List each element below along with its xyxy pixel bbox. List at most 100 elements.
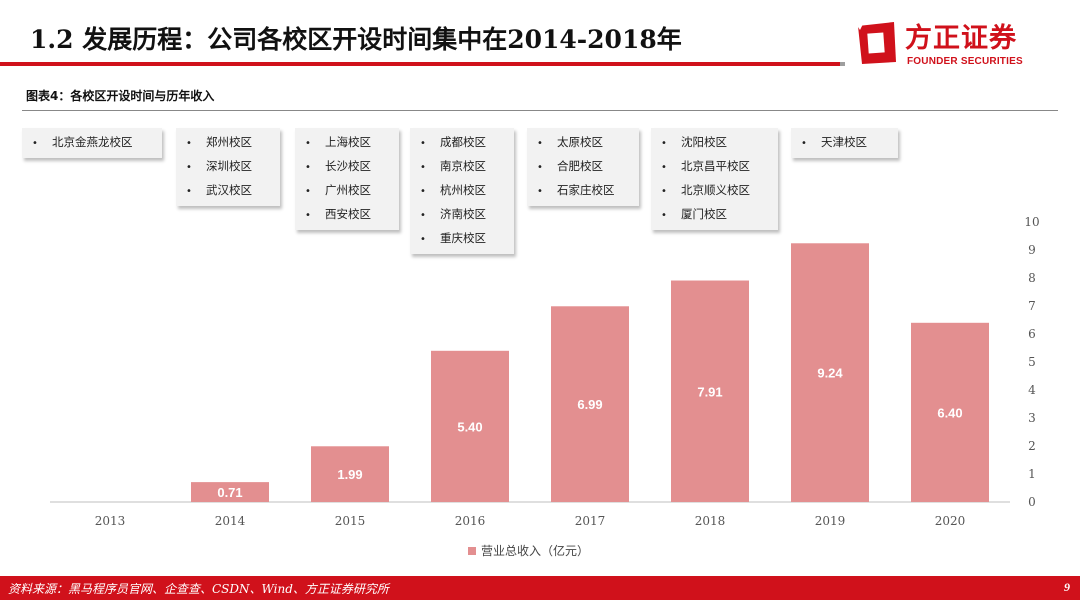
bullet-icon: •	[801, 138, 807, 149]
campus-name: 北京金燕龙校区	[52, 135, 133, 149]
campus-item: • 上海校区	[305, 131, 389, 155]
campus-item: • 合肥校区	[537, 155, 629, 179]
revenue-bar-2017	[551, 306, 629, 502]
bullet-icon: •	[420, 162, 426, 173]
x-tick-label: 2017	[575, 514, 606, 528]
legend-label: 营业总收入（亿元）	[481, 544, 590, 558]
campus-name: 广州校区	[325, 183, 371, 197]
campus-name: 成都校区	[440, 135, 486, 149]
revenue-bar-2019	[791, 243, 869, 502]
y-tick-label: 8	[1028, 271, 1036, 285]
bullet-icon: •	[661, 162, 667, 173]
campus-item: • 深圳校区	[186, 155, 270, 179]
campus-item: • 石家庄校区	[537, 179, 629, 203]
bullet-icon: •	[661, 210, 667, 221]
bullet-icon: •	[420, 234, 426, 245]
x-tick-label: 2018	[695, 514, 726, 528]
campus-item: • 北京金燕龙校区	[32, 131, 152, 155]
y-tick-label: 0	[1028, 495, 1036, 509]
x-tick-label: 2015	[335, 514, 366, 528]
founder-logo-icon	[852, 18, 896, 64]
y-tick-label: 2	[1028, 439, 1036, 453]
campus-box: • 成都校区 • 南京校区 • 杭州校区 • 济南校区 • 重庆校区	[410, 128, 514, 254]
bullet-icon: •	[305, 162, 311, 173]
y-tick-label: 9	[1028, 243, 1036, 257]
x-tick-label: 2020	[935, 514, 966, 528]
bullet-icon: •	[305, 138, 311, 149]
campus-name: 石家庄校区	[557, 183, 615, 197]
source-note: 资料来源：黑马程序员官网、企查查、CSDN、Wind、方正证券研究所	[8, 582, 389, 596]
campus-box: • 沈阳校区 • 北京昌平校区 • 北京顺义校区 • 厦门校区	[651, 128, 778, 230]
bullet-icon: •	[420, 210, 426, 221]
bullet-icon: •	[32, 138, 38, 149]
campus-name: 郑州校区	[206, 135, 252, 149]
campus-item: • 武汉校区	[186, 179, 270, 203]
brand-name-en: FOUNDER SECURITIES	[907, 56, 1023, 67]
footer-bar: 资料来源：黑马程序员官网、企查查、CSDN、Wind、方正证券研究所 9	[0, 576, 1080, 600]
y-tick-label: 4	[1028, 383, 1036, 397]
bullet-icon: •	[661, 138, 667, 149]
campus-name: 重庆校区	[440, 231, 486, 245]
header: 1.2 发展历程：公司各校区开设时间集中在2014-2018年 方正证券 FOU…	[0, 0, 1080, 70]
y-tick-label: 5	[1028, 355, 1036, 369]
campus-item: • 北京顺义校区	[661, 179, 768, 203]
campus-item: • 沈阳校区	[661, 131, 768, 155]
campus-box: • 郑州校区 • 深圳校区 • 武汉校区	[176, 128, 280, 206]
campus-item: • 南京校区	[420, 155, 504, 179]
x-tick-label: 2019	[815, 514, 846, 528]
revenue-bar-2016	[431, 350, 509, 502]
campus-item: • 重庆校区	[420, 227, 504, 251]
campus-item: • 长沙校区	[305, 155, 389, 179]
bullet-icon: •	[305, 186, 311, 197]
bullet-icon: •	[661, 186, 667, 197]
bullet-icon: •	[420, 138, 426, 149]
campus-name: 西安校区	[325, 207, 371, 221]
campus-box: • 上海校区 • 长沙校区 • 广州校区 • 西安校区	[295, 128, 399, 230]
bullet-icon: •	[537, 162, 543, 173]
bullet-icon: •	[305, 210, 311, 221]
campus-name: 厦门校区	[681, 207, 727, 221]
revenue-bar-2018	[671, 280, 749, 502]
data-label: 5.40	[457, 419, 482, 434]
bullet-icon: •	[420, 186, 426, 197]
title-rule	[0, 62, 840, 66]
revenue-bar-2015	[311, 446, 389, 502]
bullet-icon: •	[537, 186, 543, 197]
data-label: 6.99	[577, 397, 602, 412]
bullet-icon: •	[537, 138, 543, 149]
legend-swatch	[468, 546, 476, 555]
bullet-icon: •	[186, 162, 192, 173]
campus-box: • 北京金燕龙校区	[22, 128, 162, 158]
data-label: 9.24	[817, 366, 843, 381]
campus-item: • 济南校区	[420, 203, 504, 227]
campus-item: • 郑州校区	[186, 131, 270, 155]
data-label: 6.40	[937, 405, 962, 420]
campus-name: 合肥校区	[557, 159, 603, 173]
x-tick-label: 2013	[95, 514, 126, 528]
campus-name: 北京昌平校区	[681, 159, 750, 173]
campus-box: • 天津校区	[791, 128, 898, 158]
y-tick-label: 7	[1028, 299, 1036, 313]
revenue-bar-2014	[191, 482, 269, 502]
bullet-icon: •	[186, 186, 192, 197]
campus-name: 武汉校区	[206, 183, 252, 197]
x-tick-label: 2016	[455, 514, 486, 528]
campus-item: • 成都校区	[420, 131, 504, 155]
campus-item: • 北京昌平校区	[661, 155, 768, 179]
campus-name: 杭州校区	[440, 183, 486, 197]
x-tick-label: 2014	[215, 514, 246, 528]
campus-name: 天津校区	[821, 135, 867, 149]
title-rule-tail	[840, 62, 845, 66]
campus-item: • 西安校区	[305, 203, 389, 227]
bullet-icon: •	[186, 138, 192, 149]
caption-rule	[22, 110, 1058, 111]
page-number: 9	[1064, 580, 1070, 594]
revenue-bar-2020	[911, 322, 989, 502]
campus-box: • 太原校区 • 合肥校区 • 石家庄校区	[527, 128, 639, 206]
y-tick-label: 6	[1028, 327, 1036, 341]
campus-name: 北京顺义校区	[681, 183, 750, 197]
data-label: 1.99	[337, 467, 362, 482]
campus-name: 沈阳校区	[681, 135, 727, 149]
campus-name: 深圳校区	[206, 159, 252, 173]
